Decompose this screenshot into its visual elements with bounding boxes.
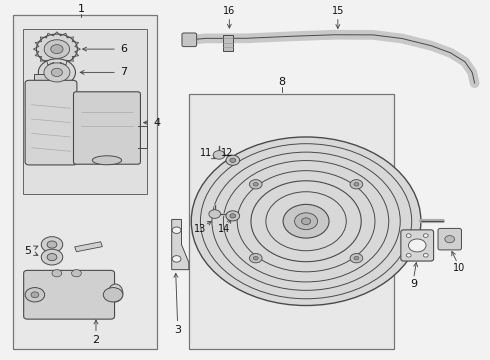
Circle shape: [301, 218, 311, 225]
Text: 9: 9: [410, 279, 417, 289]
Bar: [74, 242, 102, 252]
Circle shape: [253, 256, 258, 260]
Text: 1: 1: [78, 4, 85, 14]
FancyBboxPatch shape: [438, 228, 462, 250]
FancyBboxPatch shape: [182, 33, 196, 46]
FancyBboxPatch shape: [401, 230, 434, 261]
Circle shape: [230, 158, 236, 162]
Circle shape: [51, 45, 63, 54]
Circle shape: [230, 214, 236, 218]
Circle shape: [44, 40, 70, 58]
Circle shape: [249, 180, 262, 189]
Text: 15: 15: [332, 6, 344, 17]
Text: 2: 2: [93, 334, 99, 345]
Circle shape: [51, 68, 62, 77]
Text: 16: 16: [223, 6, 236, 17]
Text: 10: 10: [453, 263, 465, 273]
FancyBboxPatch shape: [223, 35, 233, 50]
Circle shape: [445, 235, 455, 243]
Circle shape: [38, 59, 75, 86]
Bar: [13, 15, 157, 348]
Circle shape: [409, 239, 426, 252]
Circle shape: [36, 34, 77, 64]
Circle shape: [294, 213, 318, 230]
Polygon shape: [172, 220, 189, 270]
Circle shape: [172, 256, 181, 262]
Circle shape: [226, 155, 240, 165]
Text: 11: 11: [200, 148, 212, 158]
Circle shape: [47, 253, 57, 261]
Circle shape: [350, 180, 363, 189]
Circle shape: [354, 183, 359, 186]
Circle shape: [406, 253, 411, 257]
Circle shape: [72, 270, 81, 277]
Circle shape: [47, 241, 57, 248]
Text: 12: 12: [220, 148, 233, 158]
Circle shape: [209, 210, 221, 219]
Circle shape: [52, 270, 62, 277]
Text: 13: 13: [194, 225, 206, 234]
Circle shape: [41, 249, 63, 265]
Circle shape: [253, 183, 258, 186]
Circle shape: [191, 137, 421, 306]
Text: 4: 4: [154, 118, 161, 128]
Circle shape: [406, 234, 411, 237]
Ellipse shape: [92, 156, 122, 165]
Circle shape: [350, 253, 363, 263]
Circle shape: [103, 288, 123, 302]
FancyBboxPatch shape: [24, 270, 115, 319]
Circle shape: [25, 288, 45, 302]
Circle shape: [226, 211, 240, 221]
Circle shape: [423, 253, 428, 257]
FancyBboxPatch shape: [74, 92, 141, 164]
Circle shape: [213, 150, 225, 159]
Circle shape: [423, 234, 428, 237]
FancyBboxPatch shape: [25, 80, 77, 165]
Text: 14: 14: [219, 225, 231, 234]
Circle shape: [41, 237, 63, 252]
Bar: [189, 94, 394, 348]
Ellipse shape: [108, 284, 123, 302]
Circle shape: [283, 204, 329, 238]
Circle shape: [354, 256, 359, 260]
Circle shape: [31, 292, 39, 298]
Bar: [34, 74, 53, 83]
Circle shape: [249, 253, 262, 263]
Text: 7: 7: [121, 67, 127, 77]
Bar: [23, 30, 147, 194]
Circle shape: [44, 63, 70, 82]
Text: 5: 5: [24, 246, 31, 256]
Circle shape: [172, 227, 181, 233]
Text: 8: 8: [278, 77, 285, 87]
Text: 3: 3: [174, 325, 181, 334]
Text: 6: 6: [121, 44, 127, 54]
